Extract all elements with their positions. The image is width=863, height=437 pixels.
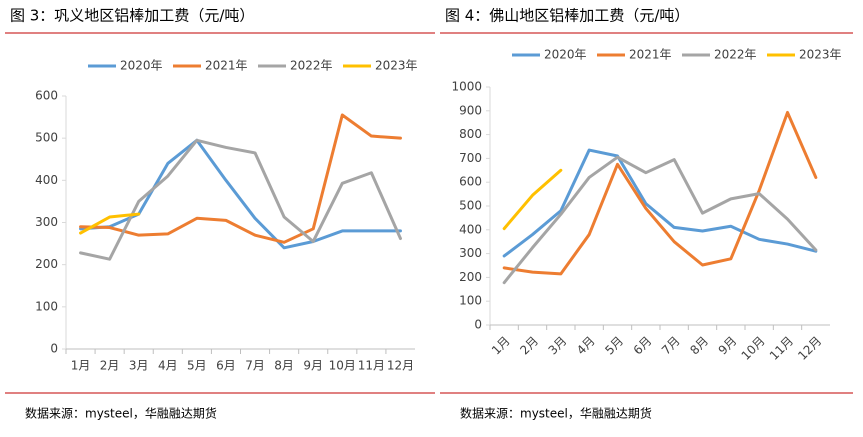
y-tick-label: 300 — [459, 246, 482, 260]
legend-label: 2021年 — [629, 48, 672, 62]
y-tick-label: 700 — [459, 151, 482, 165]
x-tick-label: 10月 — [329, 359, 356, 373]
y-tick-label: 600 — [35, 89, 58, 103]
series-line — [79, 212, 141, 235]
chart-title: 图 4：佛山地区铝棒加工费（元/吨） — [445, 7, 689, 25]
legend-label: 2021年 — [205, 59, 248, 73]
x-tick-label: 4月 — [574, 334, 598, 358]
legend-label: 2022年 — [290, 59, 333, 73]
series-line — [79, 113, 402, 244]
x-tick-label: 8月 — [274, 359, 294, 373]
x-tick-label: 7月 — [245, 359, 265, 373]
chart-title: 图 3：巩义地区铝棒加工费（元/吨） — [10, 7, 254, 25]
x-tick-label: 11月 — [358, 359, 385, 373]
x-tick-label: 8月 — [687, 334, 711, 358]
y-tick-label: 0 — [474, 318, 482, 332]
y-tick-label: 300 — [35, 215, 58, 229]
x-tick-label: 1月 — [71, 359, 91, 373]
series-line — [502, 168, 563, 231]
x-tick-label: 5月 — [187, 359, 207, 373]
source: 数据来源：mysteel，华融融达期货 — [25, 406, 217, 421]
y-tick-label: 600 — [459, 175, 482, 189]
y-tick-label: 200 — [35, 257, 58, 271]
y-tick-label: 900 — [459, 103, 482, 117]
series-line — [502, 155, 818, 285]
legend-label: 2022年 — [714, 48, 757, 62]
y-tick-label: 500 — [459, 199, 482, 213]
y-tick-label: 0 — [50, 342, 58, 356]
y-tick-label: 500 — [35, 131, 58, 145]
x-tick-label: 4月 — [158, 359, 178, 373]
x-tick-label: 9月 — [716, 334, 740, 358]
x-tick-label: 3月 — [546, 334, 570, 358]
legend-label: 2023年 — [799, 48, 842, 62]
y-tick-label: 100 — [459, 294, 482, 308]
y-tick-label: 800 — [459, 127, 482, 141]
series-line — [502, 148, 818, 258]
y-tick-label: 400 — [35, 173, 58, 187]
y-tick-label: 1000 — [451, 80, 482, 94]
source: 数据来源：mysteel，华融融达期货 — [460, 406, 652, 421]
x-tick-label: 11月 — [767, 334, 796, 363]
x-tick-label: 5月 — [602, 334, 626, 358]
legend-label: 2020年 — [544, 48, 587, 62]
y-tick-label: 200 — [459, 270, 482, 284]
legend-label: 2023年 — [375, 59, 418, 73]
x-tick-label: 9月 — [303, 359, 323, 373]
x-tick-label: 10月 — [739, 334, 768, 363]
x-tick-label: 1月 — [489, 334, 513, 358]
x-tick-label: 6月 — [216, 359, 236, 373]
series-line — [79, 138, 402, 250]
x-tick-label: 6月 — [631, 334, 655, 358]
x-tick-label: 12月 — [387, 359, 414, 373]
x-tick-label: 7月 — [659, 334, 683, 358]
x-tick-label: 2月 — [100, 359, 120, 373]
x-tick-label: 2月 — [517, 334, 541, 358]
x-tick-label: 12月 — [795, 334, 824, 363]
x-tick-label: 3月 — [129, 359, 149, 373]
series-line — [502, 110, 818, 276]
legend-label: 2020年 — [120, 59, 163, 73]
y-tick-label: 100 — [35, 299, 58, 313]
y-tick-label: 400 — [459, 222, 482, 236]
series-line — [79, 138, 402, 261]
